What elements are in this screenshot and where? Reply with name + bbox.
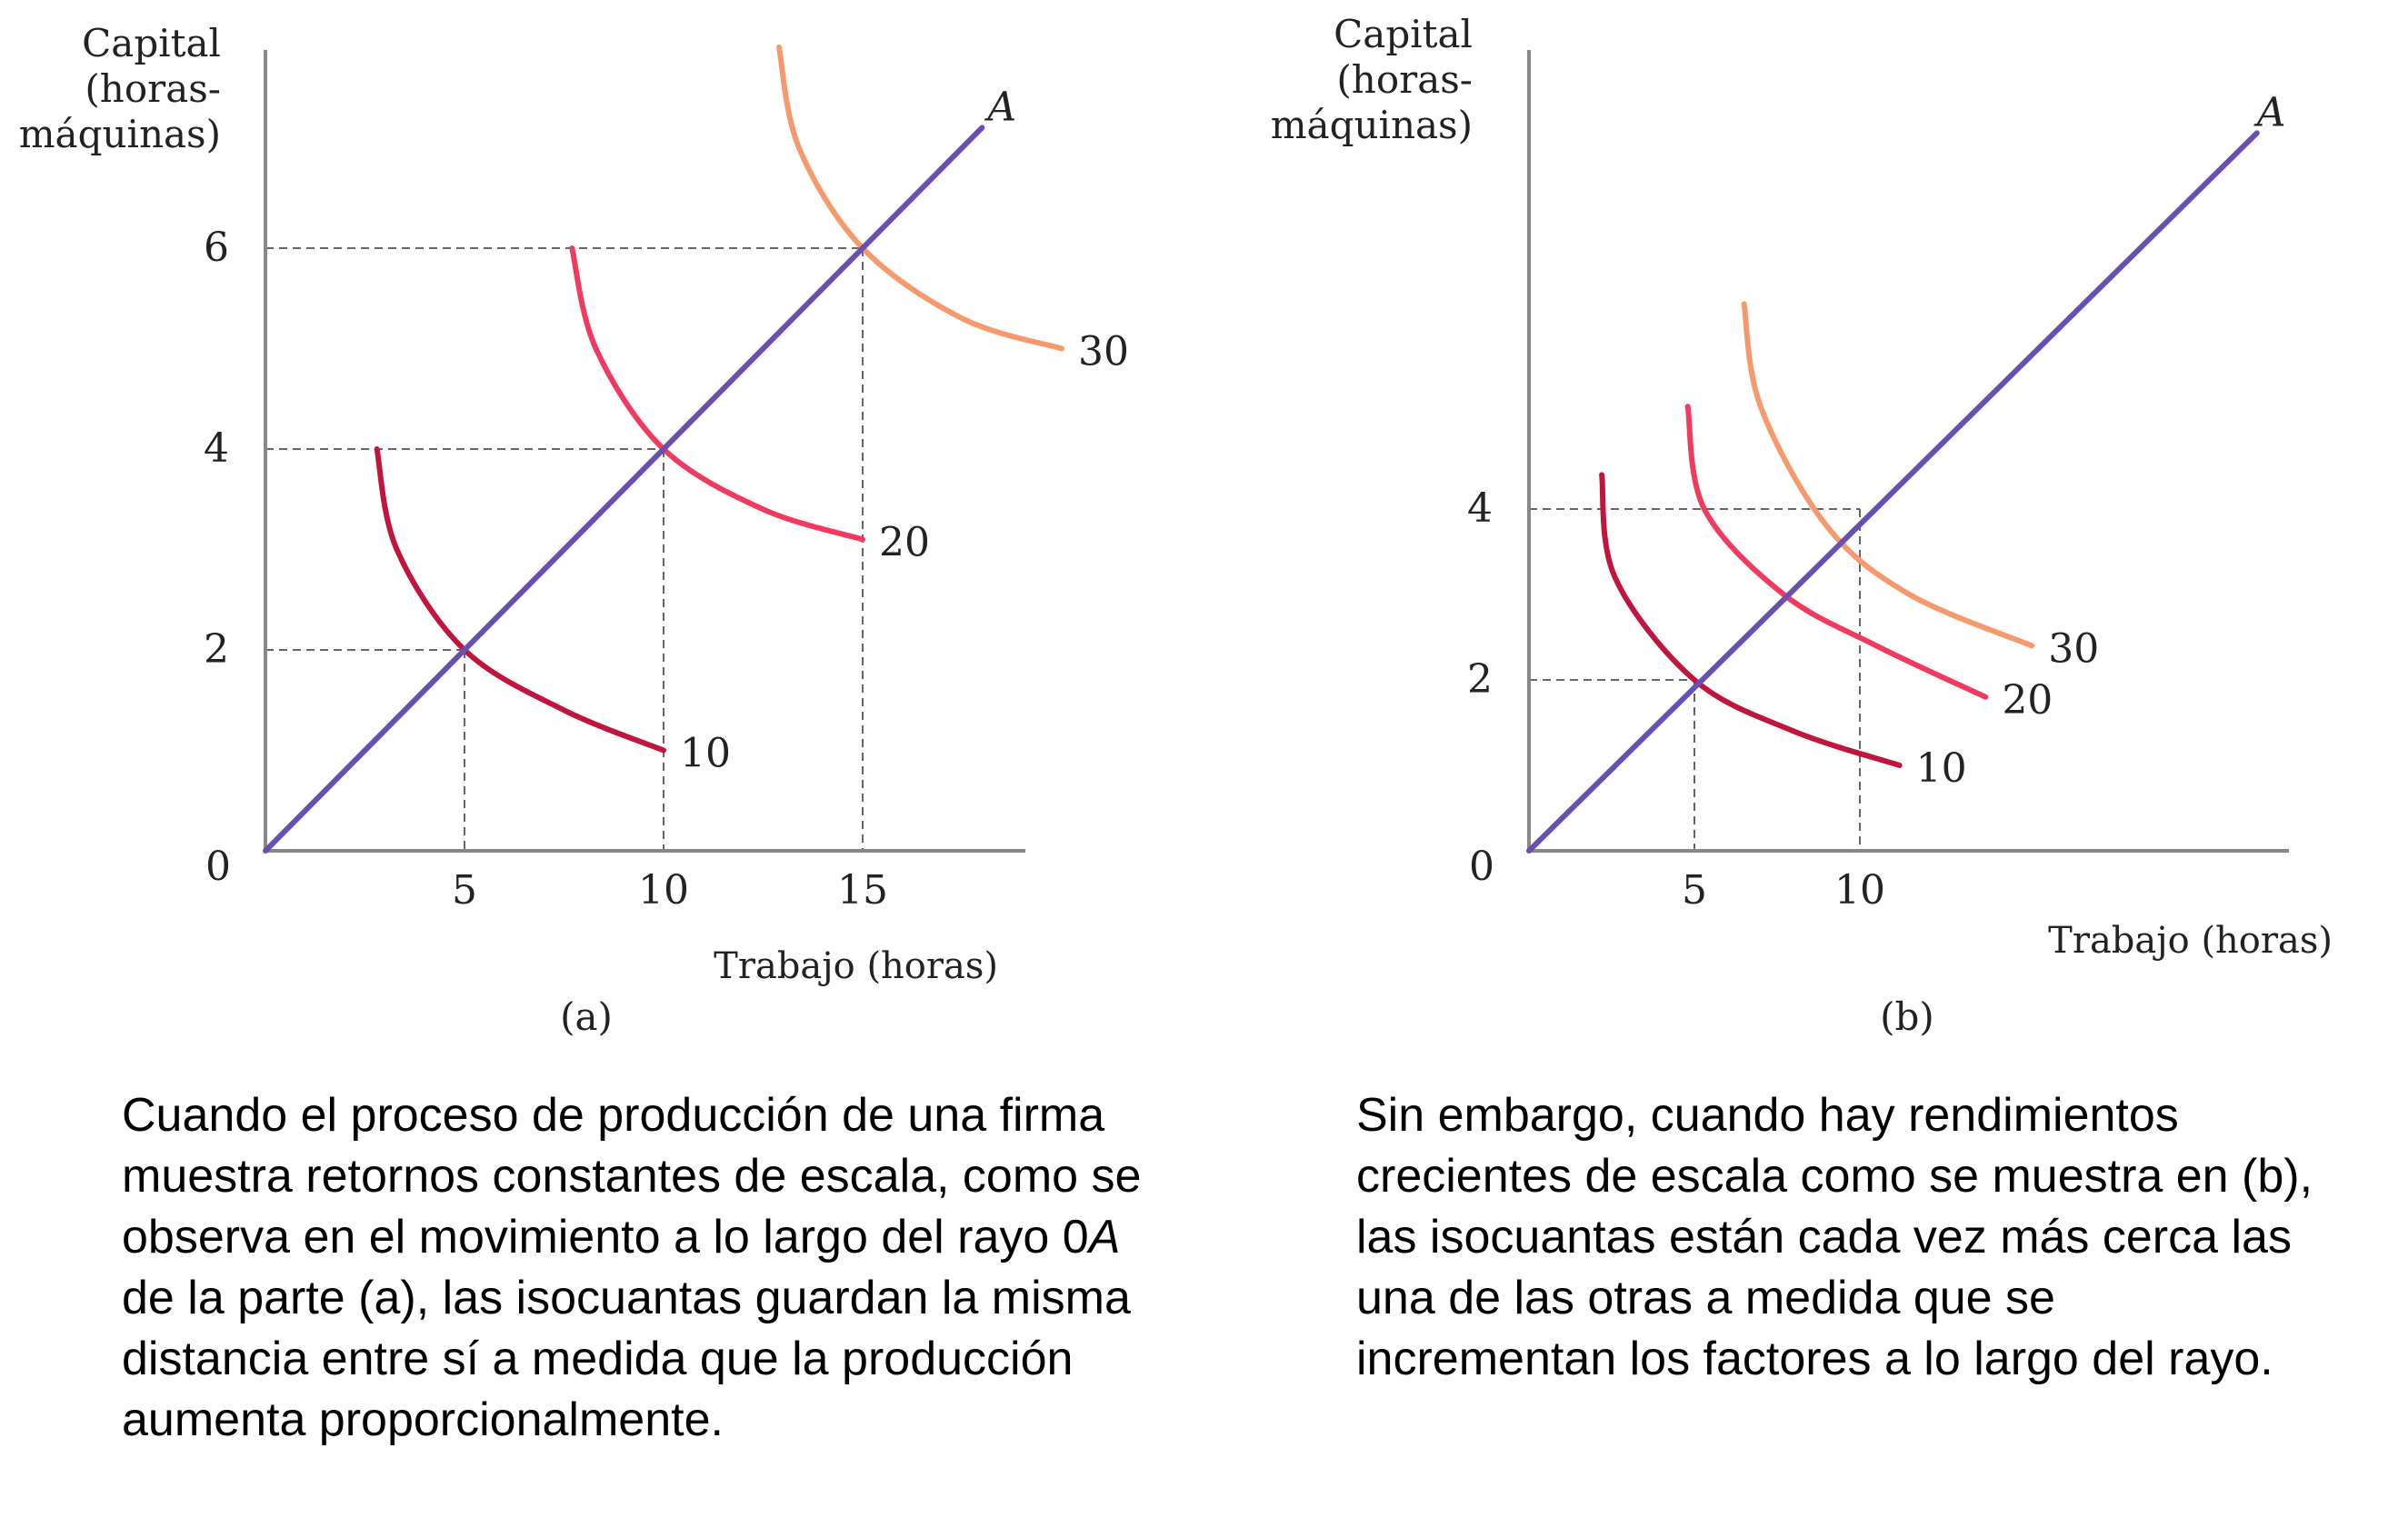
isoquant-label-10: 10 [680, 731, 731, 777]
x-axis-label: Trabajo (horas) [2048, 920, 2333, 962]
origin-label: 0 [1469, 844, 1494, 890]
x-tick-label-5: 5 [1682, 867, 1707, 914]
y-axis-label-line-1: (horas- [85, 66, 221, 111]
panel-label: (a) [560, 994, 613, 1039]
y-axis-label-line-1: (horas- [1336, 57, 1473, 102]
ray-label: A [984, 84, 1016, 130]
isoquant-label-30: 30 [1078, 329, 1129, 375]
y-axis-label-line-0: Capital [82, 21, 221, 65]
chart-panel-a: 10 20 30 A 5 10 15 2 4 6 0 Capital(horas-máquinas) T… [19, 21, 1129, 1039]
y-tick-label-4: 4 [204, 425, 229, 472]
caption-b: Sin embargo, cuando hay rendimientos cre… [1356, 1089, 2313, 1385]
y-tick-label-2: 2 [1467, 656, 1493, 703]
isoquant-20 [1684, 404, 1989, 700]
y-axis-label-line-2: máquinas) [1271, 103, 1473, 147]
chart-panel-b: 10 20 30 A 5 10 2 4 0 Capital(horas-máquinas) Trab… [1271, 12, 2333, 1039]
y-tick-label-4: 4 [1467, 485, 1493, 532]
caption-a: Cuando el proceso de producción de una f… [122, 1089, 1142, 1446]
x-tick-label-10: 10 [638, 867, 689, 914]
isoquant-30 [1741, 301, 2035, 649]
panel-label: (b) [1880, 994, 1934, 1039]
y-tick-label-2: 2 [204, 626, 229, 673]
ray-0A [263, 125, 985, 854]
ray-0A [1526, 130, 2260, 854]
isoquant-10 [1599, 472, 1903, 768]
isoquant-label-10: 10 [1916, 745, 1967, 792]
y-tick-label-6: 6 [204, 225, 229, 271]
origin-label: 0 [205, 844, 231, 890]
ray-label: A [2253, 89, 2286, 135]
isoquant-30 [776, 45, 1064, 352]
isoquant-label-20: 20 [879, 519, 930, 565]
x-tick-label-10: 10 [1834, 867, 1885, 914]
x-tick-label-15: 15 [837, 867, 888, 914]
x-axis-label: Trabajo (horas) [714, 945, 998, 987]
y-axis-label-line-2: máquinas) [19, 112, 221, 156]
isoquant-label-30: 30 [2048, 625, 2099, 672]
y-axis-label-line-0: Capital [1334, 12, 1473, 56]
isoquant-label-20: 20 [2002, 677, 2053, 724]
x-tick-label-5: 5 [452, 867, 477, 914]
